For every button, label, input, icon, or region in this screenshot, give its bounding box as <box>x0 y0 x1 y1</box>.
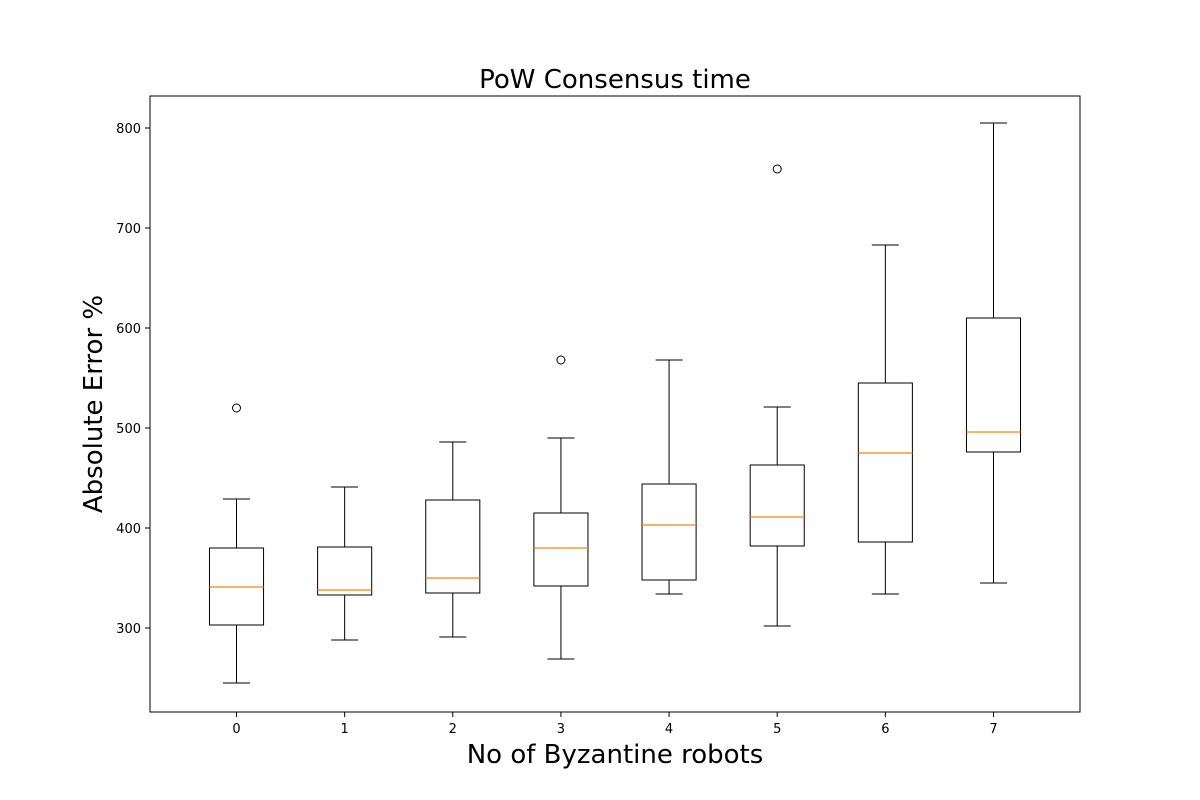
x-tick-label: 1 <box>341 722 349 737</box>
outlier-point <box>232 403 242 413</box>
outlier-point <box>772 164 782 174</box>
y-tick-label: 300 <box>116 622 141 637</box>
box-iqr <box>965 317 1022 453</box>
x-tick-label: 2 <box>449 722 457 737</box>
box-iqr <box>641 483 697 581</box>
y-tick-label: 800 <box>116 122 141 137</box>
plot-frame <box>149 95 1081 713</box>
y-tick-label: 500 <box>116 422 141 437</box>
x-tick-label: 3 <box>557 722 565 737</box>
x-tick-label: 4 <box>665 722 673 737</box>
x-tick-label: 6 <box>881 722 889 737</box>
box-iqr <box>533 512 589 587</box>
box-iqr <box>317 546 373 596</box>
box-iqr <box>749 464 805 547</box>
box-iqr <box>425 499 481 594</box>
y-tick-label: 600 <box>116 322 141 337</box>
chart-title: PoW Consensus time <box>479 65 751 95</box>
y-tick-label: 400 <box>116 522 141 537</box>
y-tick-label: 700 <box>116 222 141 237</box>
x-tick-label: 7 <box>989 722 997 737</box>
outlier-point <box>556 355 566 365</box>
box-iqr <box>857 382 913 543</box>
x-tick-label: 5 <box>773 722 781 737</box>
x-tick-label: 0 <box>232 722 240 737</box>
y-axis-label: Absolute Error % <box>79 295 109 513</box>
x-axis-label: No of Byzantine robots <box>467 740 764 770</box>
plot-area: 300 400 500 600 700 800 0 1 2 3 4 5 6 7 <box>116 122 1022 737</box>
